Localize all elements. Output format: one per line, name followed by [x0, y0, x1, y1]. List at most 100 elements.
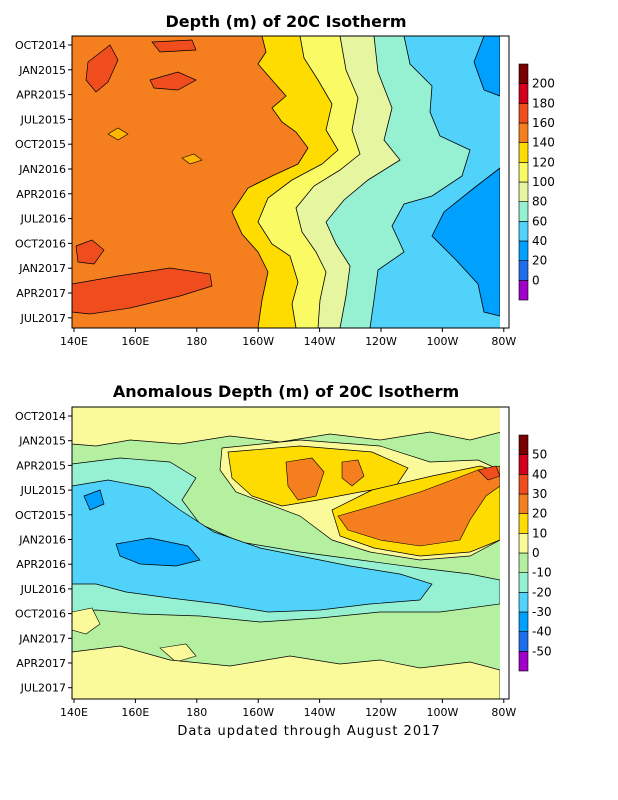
y-tick-label: APR2017 — [16, 657, 66, 670]
contour-patch-red — [71, 267, 213, 315]
colorbar-swatch — [518, 474, 529, 495]
colorbar-swatch — [518, 103, 529, 124]
colorbar-label: 30 — [532, 487, 547, 501]
colorbar-swatch — [518, 611, 529, 632]
x-tick-label: 180 — [186, 335, 207, 348]
chart-title: Anomalous Depth (m) of 20C Isotherm — [113, 382, 459, 401]
contour-patch-red — [85, 44, 119, 93]
colorbar-swatch — [518, 454, 529, 475]
colorbar-swatch — [518, 572, 529, 593]
colorbar-label: 60 — [532, 214, 547, 228]
contour-patch-pos-40 — [337, 465, 501, 547]
colorbar-swatch — [518, 493, 529, 514]
colorbar-swatch — [518, 83, 529, 104]
x-tick-labels: 140E 160E 180 160W 140W 120W 100W 80W — [60, 328, 516, 348]
x-tick-label: 160W — [242, 335, 274, 348]
y-tick-label: JAN2016 — [18, 534, 66, 547]
x-tick-label: 140W — [304, 706, 336, 719]
colorbar-label: 140 — [532, 136, 555, 150]
y-tick-labels: OCT2014 JAN2015 APR2015 JUL2015 OCT2015 JAN20… — [15, 410, 72, 695]
contour-patch-pos-40 — [341, 459, 365, 487]
y-tick-label: JAN2015 — [18, 64, 66, 77]
contour-field — [71, 406, 510, 700]
colorbar-swatch — [518, 631, 529, 652]
y-tick-label: OCT2016 — [15, 237, 66, 250]
colorbar-label: 20 — [532, 507, 547, 521]
contour-patch-red — [149, 71, 197, 91]
colorbar-swatch — [518, 240, 529, 261]
colorbar-swatch — [518, 221, 529, 242]
y-tick-label: JAN2017 — [18, 262, 66, 275]
y-tick-label: JAN2017 — [18, 632, 66, 645]
colorbar-swatch — [518, 651, 529, 672]
contour-patch-40 — [431, 167, 501, 317]
colorbar-swatch — [518, 434, 529, 455]
plot-frame — [71, 406, 510, 700]
colorbar-swatch — [518, 181, 529, 202]
colorbar-label: 0 — [532, 546, 540, 560]
chart-title: Depth (m) of 20C Isotherm — [165, 12, 406, 31]
x-tick-label: 120W — [365, 335, 397, 348]
y-tick-label: OCT2014 — [15, 39, 66, 52]
colorbar-swatch — [518, 592, 529, 613]
colorbar-swatch — [518, 260, 529, 281]
missing-data-strip — [500, 407, 509, 699]
x-tick-label: 180 — [186, 706, 207, 719]
x-tick-label: 160E — [121, 335, 149, 348]
y-tick-label: OCT2014 — [15, 410, 66, 423]
x-tick-label: 160E — [121, 706, 149, 719]
colorbar: -50 -40 -30 -20 -10 0 10 20 30 40 50 — [518, 434, 552, 672]
x-tick-label: 120W — [365, 706, 397, 719]
colorbar-swatch — [518, 201, 529, 222]
y-tick-label: APR2015 — [16, 459, 66, 472]
colorbar-swatch — [518, 533, 529, 554]
y-tick-label: JUL2015 — [20, 113, 66, 126]
colorbar-label: 100 — [532, 175, 555, 189]
y-tick-label: JUL2017 — [20, 682, 66, 695]
chart-anomalous-depth-20c: Anomalous Depth (m) of 20C Isotherm — [15, 382, 552, 719]
colorbar-label: 10 — [532, 526, 547, 540]
colorbar-label: 40 — [532, 467, 547, 481]
y-tick-label: APR2015 — [16, 89, 66, 102]
y-tick-label: APR2016 — [16, 188, 66, 201]
colorbar-label: -50 — [532, 644, 552, 658]
missing-data-strip — [500, 36, 509, 328]
contour-field — [71, 35, 510, 329]
contour-patch-neg-30 — [115, 537, 201, 567]
y-tick-label: JUL2016 — [20, 583, 66, 596]
colorbar-label: 0 — [532, 273, 540, 287]
colorbar-swatch — [518, 280, 529, 301]
colorbar-swatch — [518, 63, 529, 84]
y-tick-label: OCT2015 — [15, 138, 66, 151]
x-tick-label: 80W — [491, 335, 516, 348]
colorbar-swatch — [518, 142, 529, 163]
y-tick-label: JAN2015 — [18, 435, 66, 448]
colorbar-label: -40 — [532, 625, 552, 639]
x-tick-label: 160W — [242, 706, 274, 719]
colorbar-swatch — [518, 162, 529, 183]
x-tick-label: 140E — [60, 706, 88, 719]
footer-note: Data updated through August 2017 — [177, 724, 441, 739]
colorbar-label: 200 — [532, 77, 555, 91]
y-tick-label: JAN2016 — [18, 163, 66, 176]
colorbar-label: -20 — [532, 585, 552, 599]
y-tick-label: JUL2015 — [20, 484, 66, 497]
contour-patch-orange — [107, 127, 129, 141]
y-tick-label: JUL2016 — [20, 213, 66, 226]
colorbar-label: 40 — [532, 234, 547, 248]
colorbar-label: 20 — [532, 254, 547, 268]
x-tick-label: 100W — [426, 706, 458, 719]
contour-patch-neg-30 — [83, 489, 105, 511]
y-tick-label: OCT2016 — [15, 608, 66, 621]
y-tick-label: APR2017 — [16, 287, 66, 300]
colorbar-label: 180 — [532, 96, 555, 110]
colorbar-label: 160 — [532, 116, 555, 130]
y-tick-label: OCT2015 — [15, 509, 66, 522]
contour-patch-pos-10 — [159, 643, 197, 663]
chart-depth-20c: Depth (m) of 20C Isotherm — [15, 12, 555, 348]
y-tick-label: JUL2017 — [20, 312, 66, 325]
colorbar-label: 50 — [532, 448, 547, 462]
plot-frame — [71, 35, 510, 329]
colorbar-swatch — [518, 513, 529, 534]
